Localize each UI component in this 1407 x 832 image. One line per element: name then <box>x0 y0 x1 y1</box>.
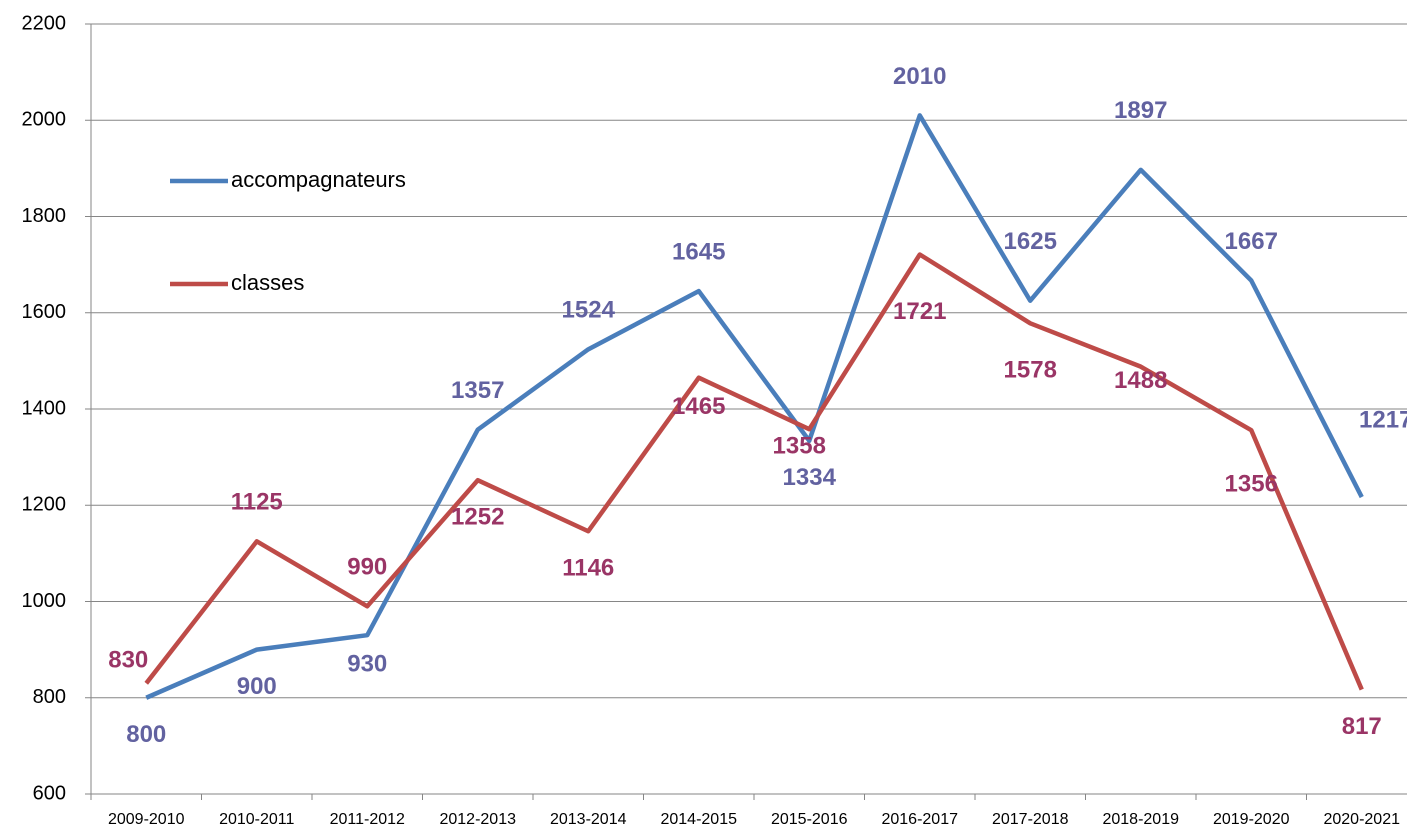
x-tick-label: 2020-2021 <box>1323 811 1400 828</box>
data-label: 1356 <box>1225 471 1278 498</box>
data-label: 830 <box>108 647 148 674</box>
data-label: 1125 <box>231 489 283 516</box>
x-tick-label: 2010-2011 <box>219 811 294 828</box>
data-label: 1524 <box>562 297 616 324</box>
data-label: 2010 <box>893 63 946 90</box>
data-label: 1146 <box>562 555 614 582</box>
y-tick-label: 1600 <box>22 301 67 323</box>
y-tick-label: 2000 <box>22 109 67 131</box>
legend-label: classes <box>231 270 304 295</box>
x-tick-label: 2015-2016 <box>771 811 848 828</box>
data-label: 1358 <box>773 433 826 460</box>
data-label: 800 <box>126 721 166 748</box>
series-line <box>145 113 1364 700</box>
data-label: 1465 <box>672 393 725 420</box>
y-tick-label: 1400 <box>22 397 67 419</box>
y-tick-label: 1000 <box>22 590 67 612</box>
data-label: 1252 <box>451 504 504 531</box>
legend-label: accompagnateurs <box>231 167 406 192</box>
x-tick-label: 2014-2015 <box>660 811 737 828</box>
data-label: 900 <box>237 673 277 700</box>
y-tick-label: 800 <box>33 686 66 708</box>
data-label: 1217 <box>1359 406 1407 433</box>
x-tick-label: 2013-2014 <box>550 811 627 828</box>
y-tick-label: 1200 <box>22 494 67 516</box>
data-label: 1488 <box>1114 367 1167 394</box>
x-tick-label: 2011-2012 <box>330 811 405 828</box>
x-tick-label: 2016-2017 <box>881 811 958 828</box>
x-tick-label: 2018-2019 <box>1102 811 1179 828</box>
data-label: 1645 <box>672 238 725 265</box>
x-tick-label: 2009-2010 <box>108 811 185 828</box>
data-label: 1721 <box>893 298 946 325</box>
y-tick-label: 2200 <box>22 12 67 34</box>
data-label: 1625 <box>1004 228 1057 255</box>
y-tick-label: 600 <box>33 782 66 804</box>
series-line <box>144 252 1364 691</box>
data-label: 1897 <box>1114 97 1167 124</box>
data-label: 990 <box>347 554 387 581</box>
x-tick-label: 2019-2020 <box>1213 811 1290 828</box>
x-tick-label: 2012-2013 <box>439 811 516 828</box>
data-label: 1334 <box>783 464 837 491</box>
x-tick-label: 2017-2018 <box>992 811 1069 828</box>
data-label: 1578 <box>1004 357 1057 384</box>
y-tick-label: 1800 <box>22 205 67 227</box>
data-label: 930 <box>347 651 387 678</box>
data-label: 817 <box>1342 713 1382 740</box>
data-label: 1667 <box>1225 228 1278 255</box>
data-label: 1357 <box>451 377 504 404</box>
